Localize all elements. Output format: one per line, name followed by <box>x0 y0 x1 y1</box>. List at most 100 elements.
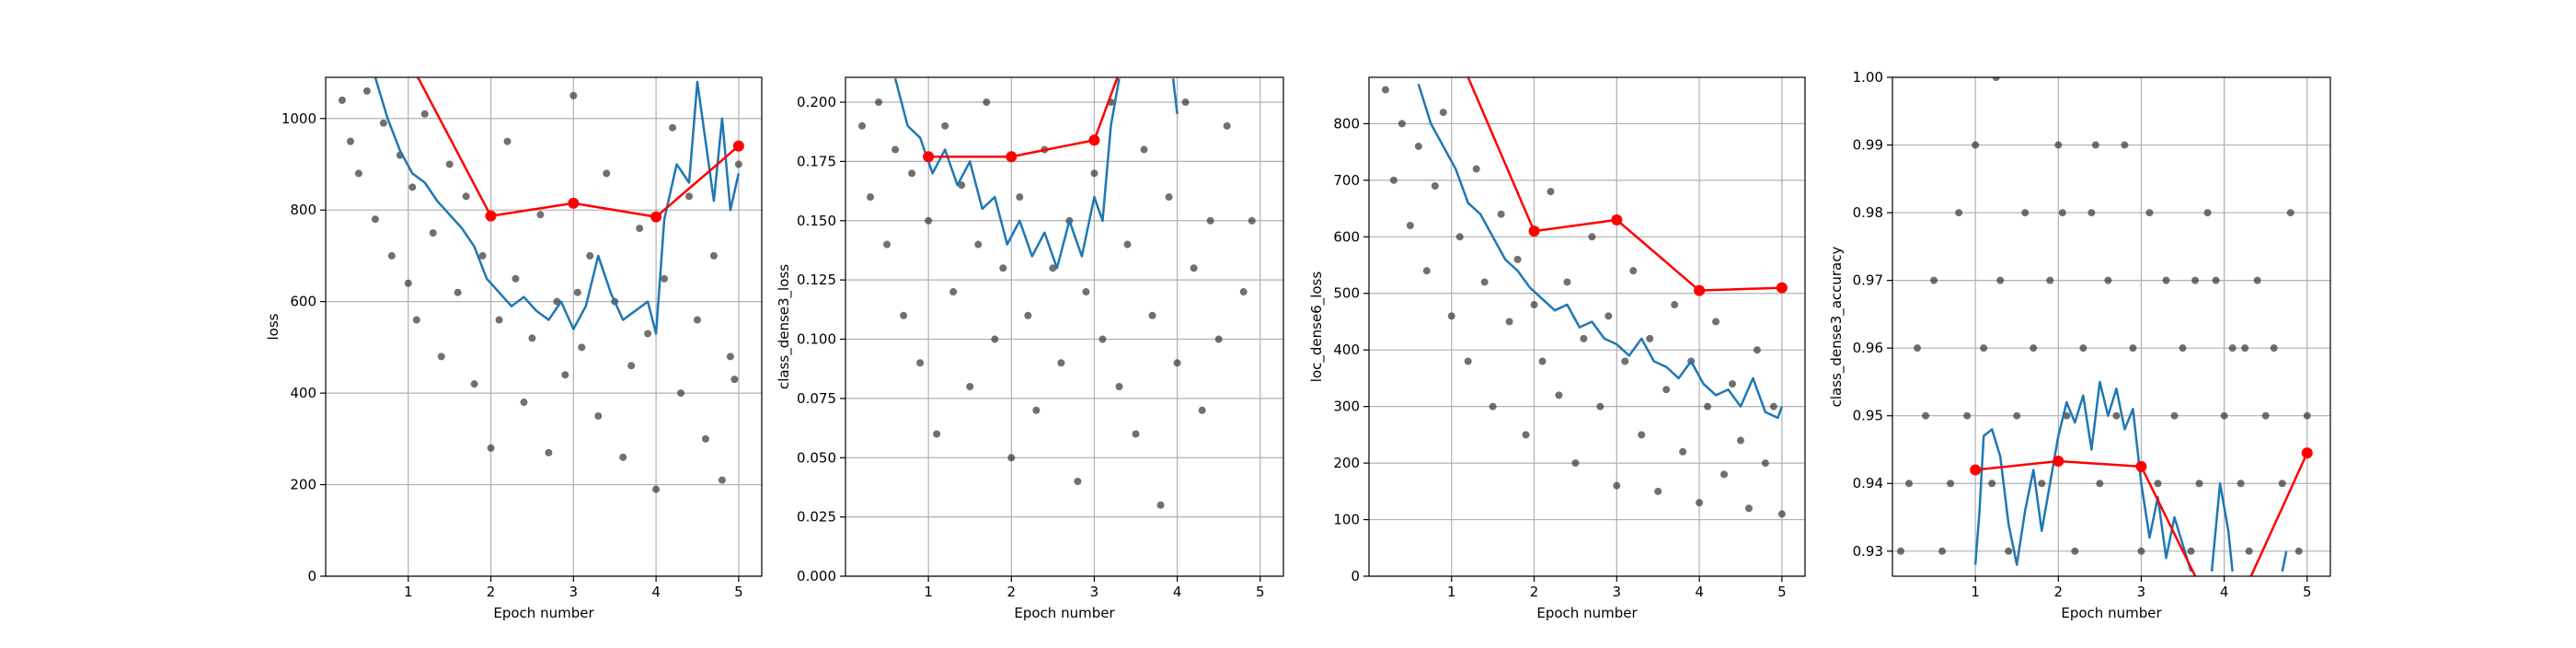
scatter-point <box>1938 547 1947 555</box>
scatter-point <box>661 274 669 283</box>
scatter-point <box>1389 176 1397 184</box>
x-tick-label: 3 <box>1613 584 1622 600</box>
scatter-point <box>545 448 553 457</box>
scatter-point <box>478 251 487 260</box>
scatter-point <box>2112 411 2121 420</box>
scatter-point <box>1530 301 1538 309</box>
scatter-point <box>2237 480 2245 488</box>
scatter-point <box>1505 318 1513 326</box>
scatter-point <box>1024 311 1032 319</box>
scatter-point <box>1057 359 1065 367</box>
scatter-point <box>1972 141 1980 149</box>
scatter-point <box>2228 344 2237 353</box>
scatter-point <box>669 123 677 132</box>
scatter-point <box>2203 209 2212 217</box>
scatter-point <box>2145 209 2154 217</box>
scatter-point <box>966 383 974 391</box>
scatter-point <box>2154 480 2162 488</box>
scatter-point <box>1604 312 1613 320</box>
scatter-point <box>1596 402 1604 411</box>
scatter-point <box>2087 209 2096 217</box>
scatter-point <box>1214 335 1223 343</box>
scatter-point <box>420 110 429 118</box>
scatter-point <box>1720 470 1729 479</box>
y-axis-label: loc_dense6_loss <box>1308 272 1326 383</box>
scatter-point <box>1074 478 1082 486</box>
y-tick-label: 0.98 <box>1853 204 1883 221</box>
scatter-point <box>2261 411 2270 420</box>
scatter-point <box>1173 359 1181 367</box>
scatter-point <box>652 485 661 493</box>
x-tick-label: 4 <box>2220 584 2229 600</box>
scatter-point <box>445 160 454 168</box>
scatter-point <box>2091 141 2099 149</box>
scatter-point <box>693 316 701 324</box>
line-marker <box>1088 134 1100 146</box>
x-tick-label: 2 <box>487 584 496 600</box>
scatter-point <box>2058 209 2066 217</box>
scatter-point <box>2013 411 2021 420</box>
scatter-point <box>644 330 652 338</box>
scatter-point <box>2179 344 2187 353</box>
line-marker <box>485 210 497 222</box>
line-marker <box>403 53 414 64</box>
scatter-point <box>2212 276 2220 284</box>
plot-area <box>858 77 1256 509</box>
line-marker <box>1528 226 1540 237</box>
line-marker <box>1611 214 1623 226</box>
scatter-point <box>1662 386 1671 394</box>
x-tick-label: 5 <box>1256 584 1265 600</box>
scatter-point <box>1016 193 1024 202</box>
scatter-point <box>677 389 685 398</box>
scatter-point <box>709 251 718 260</box>
scatter-point <box>974 240 983 249</box>
scatter-point <box>1181 98 1190 107</box>
scatter-point <box>925 216 933 225</box>
scatter-point <box>1704 402 1712 411</box>
scatter-point <box>2021 209 2030 217</box>
scatter-point <box>1922 411 1930 420</box>
line-marker <box>1970 464 1982 476</box>
scatter-point <box>2071 547 2079 555</box>
scatter-point <box>730 376 739 384</box>
scatter-point <box>2096 480 2104 488</box>
x-tick-label: 3 <box>569 584 579 600</box>
scatter-point <box>999 264 1007 272</box>
scatter-point <box>1513 255 1522 263</box>
y-axis-label: class_dense3_loss <box>776 264 793 389</box>
scatter-point <box>371 215 379 224</box>
scatter-point <box>1090 169 1098 178</box>
line-marker <box>1694 284 1706 296</box>
scatter-point <box>2294 547 2303 555</box>
scatter-point <box>2253 276 2261 284</box>
scatter-point <box>1489 402 1497 411</box>
scatter-point <box>1621 357 1629 365</box>
scatter-point <box>1646 334 1654 342</box>
y-tick-label: 1.00 <box>1853 69 1883 86</box>
scatter-point <box>941 122 949 130</box>
scatter-point <box>561 371 569 379</box>
scatter-point <box>1638 431 1646 439</box>
scatter-point <box>1472 165 1480 173</box>
x-tick-label: 1 <box>1447 584 1456 600</box>
scatter-point <box>1588 233 1596 241</box>
scatter-point <box>2137 547 2145 555</box>
scatter-point <box>1007 454 1016 462</box>
scatter-point <box>1555 391 1563 399</box>
scatter-point <box>627 362 636 370</box>
axes-frame <box>1368 76 1806 577</box>
scatter-point <box>2079 344 2087 353</box>
scatter-point <box>603 169 611 178</box>
line-marker <box>2219 630 2230 641</box>
scatter-point <box>908 169 916 178</box>
scatter-point <box>991 335 999 343</box>
y-tick-label: 0.100 <box>797 331 836 348</box>
scatter-point <box>1761 459 1769 468</box>
y-tick-label: 400 <box>290 385 316 401</box>
scatter-point <box>470 380 478 388</box>
scatter-point <box>2129 344 2137 353</box>
scatter-point <box>1198 406 1206 414</box>
scatter-point <box>1123 240 1132 249</box>
scatter-point <box>512 274 520 283</box>
